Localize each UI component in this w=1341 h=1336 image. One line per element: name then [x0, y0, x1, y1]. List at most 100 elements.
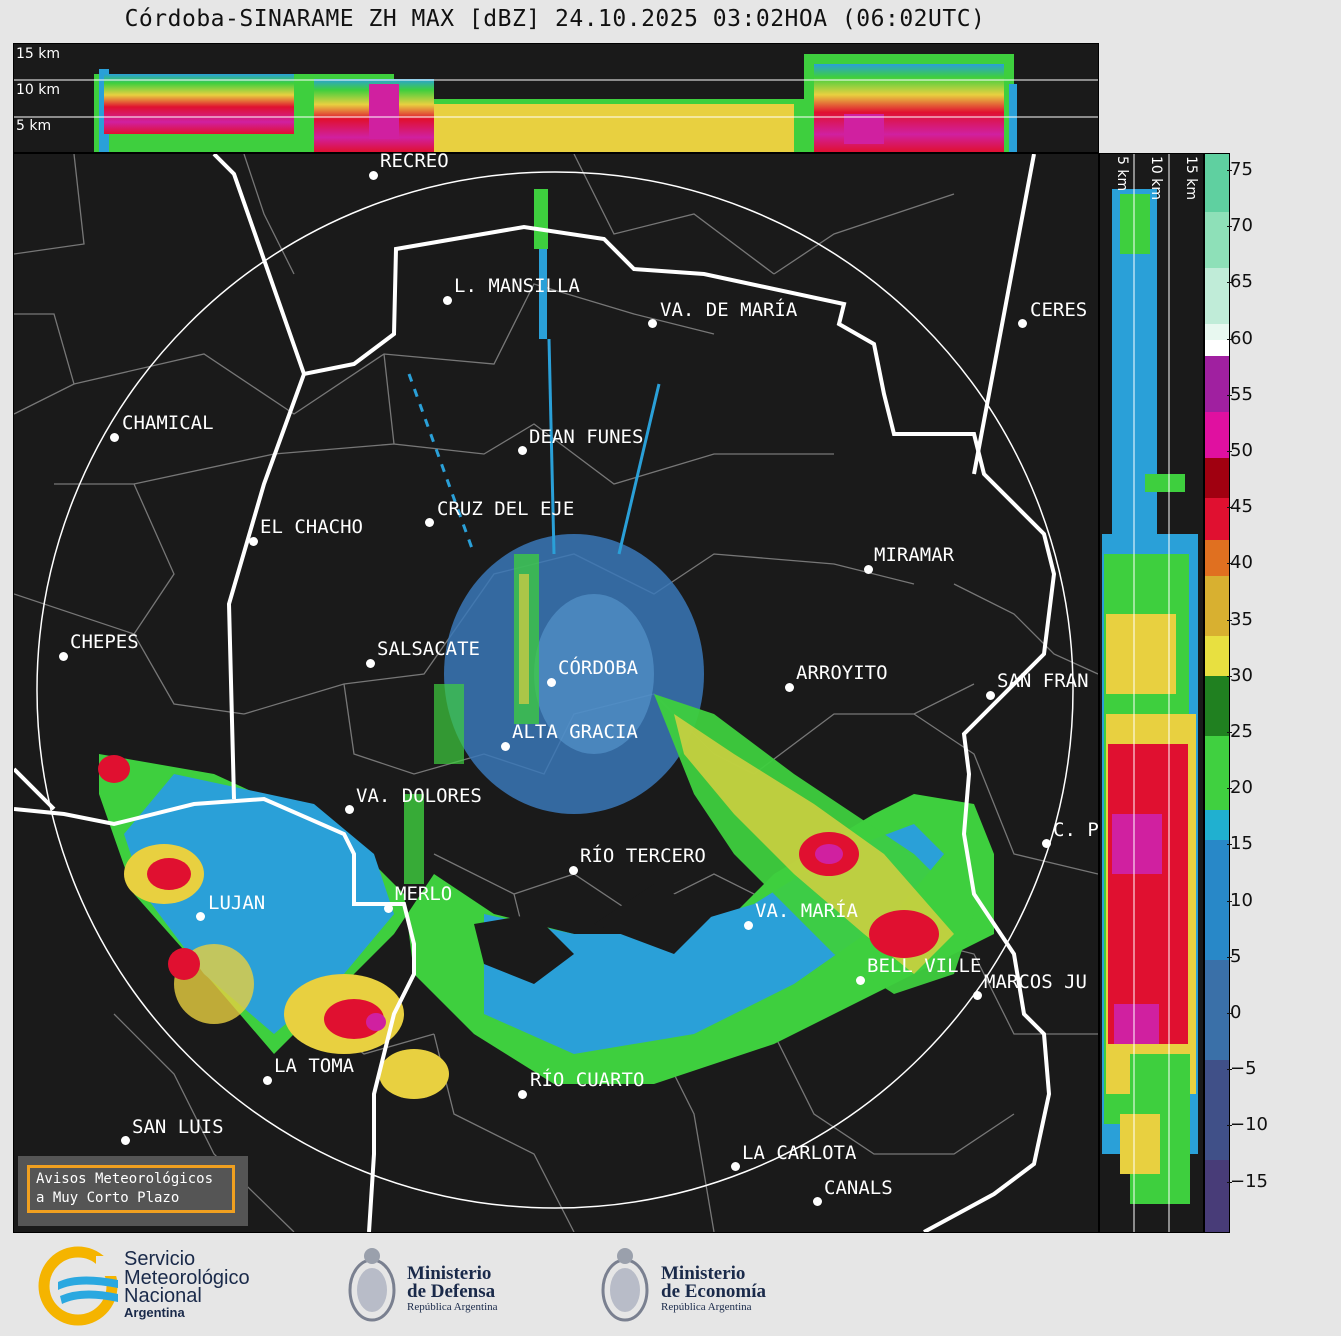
- side-height-label-10: 10 km: [1148, 156, 1164, 201]
- page-title: Córdoba-SINARAME ZH MAX [dBZ] 24.10.2025…: [124, 6, 986, 32]
- national-seal-icon: [601, 1248, 649, 1322]
- defensa-line-3: República Argentina: [407, 1301, 498, 1313]
- height-label-10: 10 km: [16, 82, 61, 98]
- city-marker: [1018, 319, 1027, 328]
- colorbar-tick-label: 35: [1227, 608, 1253, 630]
- economia-line-3: República Argentina: [661, 1301, 752, 1313]
- top-cross-section-panel: 15 km 10 km 5 km: [13, 43, 1099, 153]
- colorbar-tick-label: −5: [1227, 1058, 1257, 1080]
- city-label: LA TOMA: [274, 1055, 355, 1077]
- radar-map-panel: [13, 153, 1099, 1233]
- city-marker: [973, 991, 982, 1000]
- colorbar-tick-label: −10: [1227, 1114, 1268, 1136]
- city-marker: [547, 678, 556, 687]
- smn-line-1: Servicio: [124, 1248, 196, 1270]
- city-marker: [501, 742, 510, 751]
- colorbar-tick-label: 5: [1226, 945, 1242, 967]
- top-echo-profile: [14, 54, 1098, 152]
- smn-emblem-icon: [38, 1246, 122, 1326]
- height-label-5: 5 km: [16, 118, 52, 134]
- city-marker: [249, 537, 258, 546]
- city-marker: [731, 1162, 740, 1171]
- city-marker: [518, 446, 527, 455]
- city-marker: [1042, 839, 1051, 848]
- city-marker: [263, 1076, 272, 1085]
- city-marker: [59, 652, 68, 661]
- ministerio-defensa-logo: Ministerio de Defensa República Argentin…: [344, 1238, 544, 1333]
- city-marker: [986, 691, 995, 700]
- economia-line-2: de Economía: [661, 1281, 767, 1302]
- colorbar-tick-label: 70: [1227, 215, 1253, 237]
- city-marker: [196, 912, 205, 921]
- city-label: MARCOS JU: [984, 971, 1087, 993]
- height-label-15: 15 km: [16, 46, 61, 62]
- colorbar-tick-label: 40: [1227, 552, 1253, 574]
- city-marker: [345, 805, 354, 814]
- ministerio-economia-logo: Ministerio de Economía República Argenti…: [597, 1238, 797, 1333]
- colorbar-tick-label: 0: [1226, 1002, 1242, 1023]
- smn-line-3: Nacional: [124, 1285, 202, 1307]
- city-marker: [369, 171, 378, 180]
- city-marker: [813, 1197, 822, 1206]
- city-label: SAN FRAN: [997, 670, 1089, 692]
- alert-box[interactable]: Avisos Meteorológicos a Muy Corto Plazo: [18, 1156, 248, 1226]
- alert-line-1: Avisos Meteorológicos: [36, 1171, 214, 1187]
- colorbar-tick-label: 60: [1227, 327, 1253, 349]
- colorbar-tick-label: 55: [1227, 383, 1253, 405]
- city-label: MERLO: [395, 883, 453, 905]
- city-label: MIRAMAR: [874, 544, 955, 566]
- city-marker: [518, 1090, 527, 1099]
- smn-line-2: Meteorológico: [124, 1267, 250, 1289]
- side-echo-profile: [1102, 154, 1198, 1232]
- city-marker: [864, 565, 873, 574]
- defensa-line-1: Ministerio: [407, 1263, 492, 1284]
- smn-logo: Servicio Meteorológico Nacional Argentin…: [38, 1238, 278, 1333]
- radar-echoes: [98, 189, 994, 1099]
- side-cross-section-panel: 5 km 10 km 15 km: [1099, 153, 1204, 1233]
- alert-line-2: a Muy Corto Plazo: [36, 1190, 180, 1206]
- city-label: CHEPES: [70, 631, 139, 653]
- city-marker: [569, 866, 578, 875]
- city-marker: [121, 1136, 130, 1145]
- city-label: LUJAN: [208, 892, 266, 914]
- city-label: L. MANSILLA: [454, 275, 580, 297]
- side-height-label-15: 15 km: [1183, 156, 1199, 201]
- city-label: RÍO CUARTO: [530, 1069, 645, 1091]
- colorbar-tick-label: 75: [1227, 159, 1253, 180]
- radar-map: [14, 154, 1098, 1232]
- city-label: SAN LUIS: [132, 1116, 224, 1138]
- city-label: BELL VILLE: [867, 955, 982, 977]
- colorbar-tick-label: 65: [1227, 271, 1253, 293]
- city-label: CÓRDOBA: [558, 657, 639, 679]
- city-marker: [425, 518, 434, 527]
- colorbar-tick-label: 15: [1227, 833, 1253, 855]
- city-label: CERES: [1030, 299, 1088, 321]
- city-label: EL CHACHO: [260, 516, 363, 538]
- defensa-line-2: de Defensa: [407, 1281, 496, 1302]
- city-marker: [384, 904, 393, 913]
- city-marker: [785, 683, 794, 692]
- city-label: ARROYITO: [796, 662, 888, 684]
- colorbar-tick-label: 30: [1227, 664, 1253, 686]
- city-label: LA CARLOTA: [742, 1142, 857, 1164]
- city-marker: [744, 921, 753, 930]
- national-seal-icon: [348, 1248, 396, 1322]
- city-label: VA. MARÍA: [755, 900, 858, 922]
- city-label: DEAN FUNES: [529, 426, 644, 448]
- city-label: RÍO TERCERO: [580, 845, 706, 867]
- city-marker: [443, 296, 452, 305]
- city-label: CHAMICAL: [122, 412, 214, 434]
- economia-line-1: Ministerio: [661, 1263, 746, 1284]
- city-marker: [648, 319, 657, 328]
- province-borders: [14, 154, 1057, 1232]
- range-ring: [36, 171, 1074, 1209]
- city-marker: [110, 433, 119, 442]
- colorbar-tick-label: 25: [1227, 721, 1253, 742]
- colorbar-tick-label: 50: [1227, 440, 1253, 461]
- city-label: VA. DE MARÍA: [660, 299, 798, 321]
- city-label: VA. DOLORES: [356, 785, 482, 807]
- colorbar-tick-label: 20: [1227, 777, 1253, 799]
- city-label: ALTA GRACIA: [512, 721, 638, 743]
- city-label: C. P: [1053, 819, 1099, 841]
- colorbar-tick-label: 45: [1227, 496, 1253, 518]
